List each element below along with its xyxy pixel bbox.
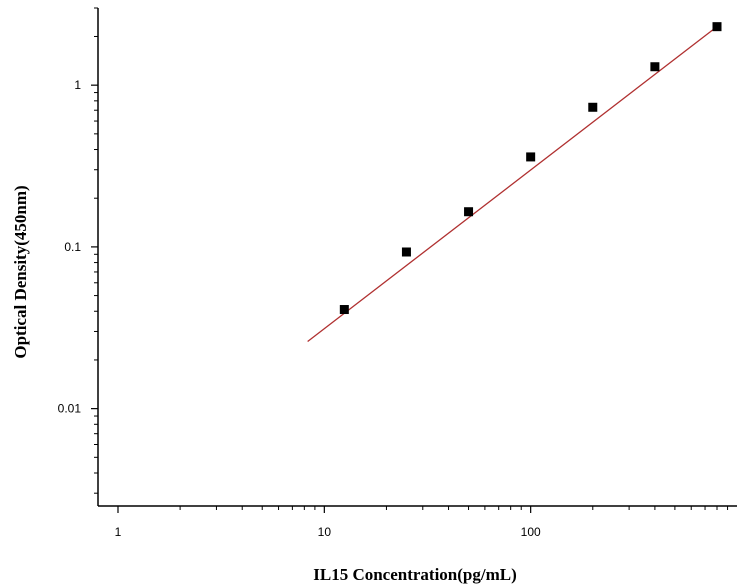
y-axis-title: Optical Density(450nm) [11, 185, 30, 358]
x-axis-title: IL15 Concentration(pg/mL) [313, 565, 517, 584]
data-point [712, 22, 722, 32]
data-point [588, 102, 598, 112]
data-point [401, 247, 411, 257]
data-points-group [339, 22, 722, 315]
x-tick-label: 1 [115, 525, 122, 539]
fit-curve-line [307, 26, 718, 343]
data-point [650, 62, 660, 72]
y-tick-label: 0.01 [58, 402, 82, 416]
fit-curve-group [307, 26, 718, 343]
x-tick-label: 10 [318, 525, 332, 539]
y-tick-label: 0.1 [64, 240, 81, 254]
data-point [526, 152, 536, 162]
x-tick-label: 100 [521, 525, 541, 539]
axis-ticks [91, 7, 729, 513]
axis-tick-labels: 1 10 100 0.01 0.1 1 [58, 78, 541, 539]
data-point [464, 207, 474, 217]
data-point [339, 305, 349, 315]
chart-axes [97, 8, 737, 507]
y-tick-label: 1 [74, 78, 81, 92]
